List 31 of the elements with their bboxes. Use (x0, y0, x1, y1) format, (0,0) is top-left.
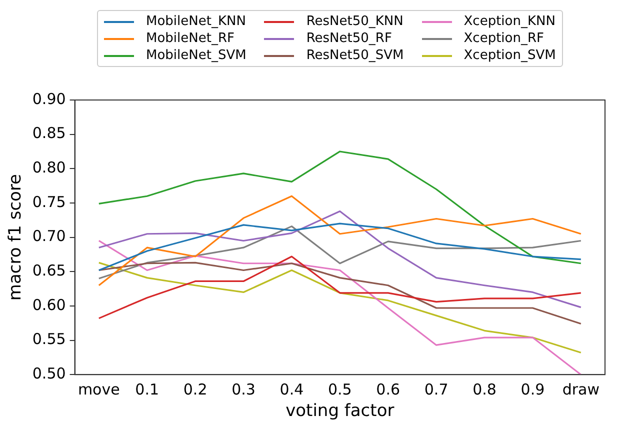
legend-label: Xception_RF (464, 31, 544, 46)
legend-label: Xception_KNN (464, 14, 556, 29)
y-axis-title: macro f1 score (6, 174, 26, 301)
y-tick-label: 0.75 (32, 192, 66, 211)
y-tick-label: 0.60 (32, 296, 66, 314)
x-tick-label: 0.2 (183, 380, 208, 398)
y-tick-label: 0.80 (32, 158, 66, 177)
legend-label: ResNet50_RF (306, 31, 392, 46)
y-tick-label: 0.70 (32, 227, 66, 246)
y-tick-label: 0.90 (32, 90, 66, 108)
y-tick-label: 0.65 (32, 262, 66, 280)
legend-label: MobileNet_KNN (146, 14, 246, 29)
x-tick-label: 0.6 (376, 380, 400, 398)
legend-label: ResNet50_SVM (306, 48, 404, 63)
legend-label: ResNet50_KNN (306, 14, 404, 29)
y-tick-label: 0.55 (32, 330, 66, 348)
legend-label: Xception_SVM (464, 48, 556, 63)
y-tick-label: 0.50 (32, 364, 66, 382)
x-tick-label: 0.5 (328, 380, 352, 398)
legend-label: MobileNet_RF (146, 31, 234, 46)
x-tick-label: draw (562, 380, 600, 398)
x-tick-label: move (78, 380, 120, 398)
x-tick-label: 0.3 (232, 380, 256, 398)
y-tick-label: 0.85 (32, 124, 66, 142)
x-tick-label: 0.7 (424, 380, 448, 398)
legend-label: MobileNet_SVM (146, 48, 246, 63)
x-tick-label: 0.8 (472, 380, 496, 398)
x-tick-label: 0.9 (520, 380, 545, 398)
x-tick-label: 0.1 (135, 380, 160, 398)
x-tick-label: 0.4 (280, 380, 304, 398)
x-axis-title: voting factor (286, 401, 394, 422)
